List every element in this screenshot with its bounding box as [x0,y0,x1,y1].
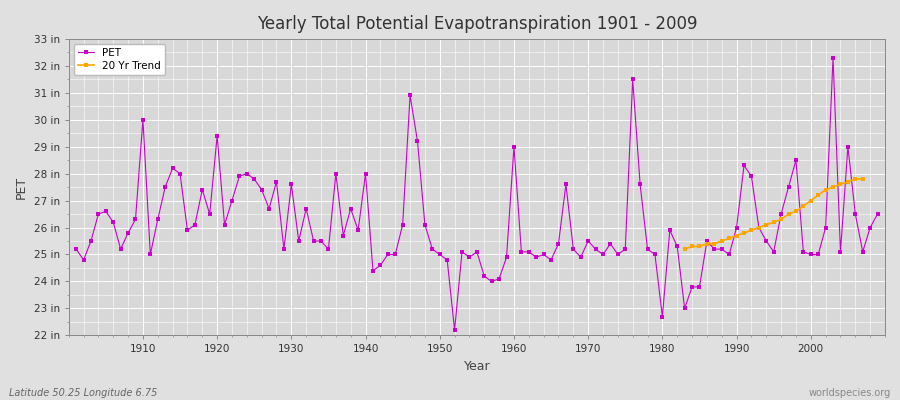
20 Yr Trend [724,236,734,241]
20 Yr Trend [806,198,816,203]
PET [338,233,348,238]
Line: PET: PET [75,56,879,332]
20 Yr Trend [798,204,809,208]
20 Yr Trend [760,222,771,227]
Legend: PET, 20 Yr Trend: PET, 20 Yr Trend [74,44,165,75]
PET [130,217,141,222]
PET [605,241,616,246]
20 Yr Trend [701,241,712,246]
Y-axis label: PET: PET [15,176,28,199]
20 Yr Trend [694,244,705,249]
X-axis label: Year: Year [464,360,490,373]
Title: Yearly Total Potential Evapotranspiration 1901 - 2009: Yearly Total Potential Evapotranspiratio… [256,15,698,33]
20 Yr Trend [783,212,794,216]
20 Yr Trend [813,193,824,198]
20 Yr Trend [680,247,690,252]
PET [508,144,519,149]
PET [872,212,883,216]
20 Yr Trend [731,233,742,238]
20 Yr Trend [850,176,860,181]
PET [293,239,304,244]
20 Yr Trend [687,244,698,249]
Text: worldspecies.org: worldspecies.org [809,388,891,398]
20 Yr Trend [790,209,801,214]
20 Yr Trend [709,241,720,246]
20 Yr Trend [776,217,787,222]
20 Yr Trend [753,225,764,230]
20 Yr Trend [820,187,831,192]
PET [516,250,526,254]
20 Yr Trend [716,239,727,244]
PET [449,328,460,332]
PET [828,55,839,60]
PET [71,247,82,252]
20 Yr Trend [858,176,868,181]
20 Yr Trend [842,179,853,184]
20 Yr Trend [828,185,839,190]
Text: Latitude 50.25 Longitude 6.75: Latitude 50.25 Longitude 6.75 [9,388,157,398]
20 Yr Trend [746,228,757,233]
Line: 20 Yr Trend: 20 Yr Trend [683,177,865,251]
20 Yr Trend [835,182,846,187]
20 Yr Trend [739,230,750,235]
20 Yr Trend [769,220,779,224]
